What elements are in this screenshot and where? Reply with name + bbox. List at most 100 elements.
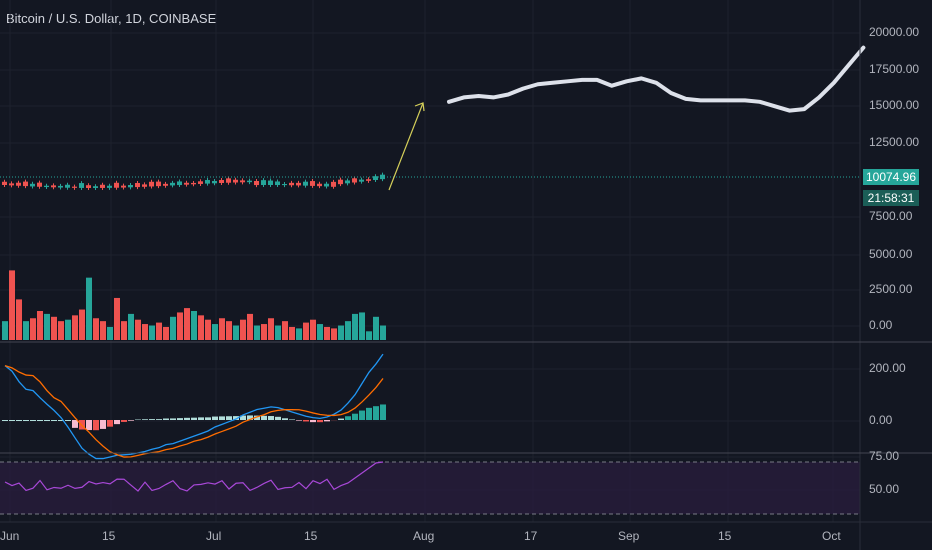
candle-body (275, 181, 280, 186)
volume-bar (16, 299, 22, 340)
candle-body (2, 181, 7, 185)
macd-histogram-bar (149, 419, 155, 420)
macd-histogram-bar (2, 420, 8, 421)
candle-body (219, 180, 224, 183)
time-label: Jun (0, 529, 19, 543)
volume-bar (142, 324, 148, 340)
candle-body (170, 182, 175, 186)
candle-body (149, 181, 154, 187)
candle-body (30, 183, 35, 187)
time-label: Jul (206, 529, 221, 543)
volume-bar (219, 318, 225, 340)
volume-bar (373, 316, 379, 340)
volume-bar (107, 326, 113, 340)
volume-histogram (2, 270, 386, 340)
macd-line (4, 353, 384, 460)
candle-body (247, 180, 252, 183)
macd-histogram-bar (72, 420, 78, 428)
volume-bar (86, 277, 92, 340)
macd-histogram-bar (240, 415, 246, 420)
candle-body (352, 178, 357, 183)
price-tick: 17500.00 (869, 62, 919, 76)
candle-body (324, 183, 329, 187)
time-label: 15 (304, 529, 318, 543)
candle-body (380, 174, 385, 180)
volume-bar (247, 313, 253, 340)
volume-bar (30, 318, 36, 340)
macd-histogram-bar (86, 420, 92, 431)
volume-bar (121, 321, 127, 340)
macd-tick: 200.00 (869, 361, 906, 375)
macd-histogram-bar (359, 410, 365, 420)
candle-body (93, 186, 98, 188)
candle-body (51, 185, 56, 188)
candle-body (331, 181, 336, 187)
volume-bar (205, 319, 211, 340)
candle-body (240, 180, 245, 183)
candle-body (289, 182, 294, 186)
candle-body (121, 185, 126, 188)
price-tick: 15000.00 (869, 98, 919, 112)
macd-histogram-bar (275, 416, 281, 420)
candle-body (156, 181, 161, 187)
projection-path (447, 45, 866, 113)
candle-body (317, 183, 322, 187)
volume-bar (149, 325, 155, 340)
candle-body (65, 184, 70, 188)
volume-bar (65, 319, 71, 340)
candle-body (107, 185, 112, 188)
macd-histogram-bar (303, 420, 309, 422)
candle-body (37, 182, 42, 187)
volume-bar (345, 321, 351, 340)
projection-drawing[interactable] (447, 45, 866, 113)
macd-histogram-bar (198, 417, 204, 420)
macd-histogram-bar (254, 415, 260, 420)
macd-histogram-bar (163, 418, 169, 420)
candle-body (366, 179, 371, 181)
macd-histogram-bar (317, 420, 323, 423)
macd-histogram-bar (268, 416, 274, 420)
macd-histogram-bar (191, 417, 197, 420)
candle-body (254, 181, 259, 186)
candle-body (142, 184, 147, 187)
time-label: Oct (822, 529, 841, 543)
macd-histogram-bar (114, 420, 120, 425)
candle-body (310, 181, 315, 186)
macd-histogram-bar (170, 418, 176, 420)
rsi-band (0, 462, 860, 514)
volume-bar (44, 313, 50, 340)
volume-bar (114, 297, 120, 340)
candle-body (72, 186, 77, 188)
candle-body (359, 179, 364, 182)
candle-body (163, 183, 168, 186)
macd-histogram-bar (373, 406, 379, 420)
candle-body (86, 185, 91, 188)
time-label: 17 (524, 529, 538, 543)
candle-body (128, 185, 133, 188)
volume-bar (170, 316, 176, 340)
candle-body (268, 180, 273, 186)
candle-body (212, 180, 217, 184)
macd-histogram-bar (121, 420, 127, 422)
volume-bar (163, 326, 169, 340)
last-price-badge: 10074.96 (863, 169, 919, 185)
candle-body (79, 183, 84, 188)
macd-histogram-bar (324, 420, 330, 422)
macd-histogram-bar (289, 419, 295, 420)
macd-histogram-bar (212, 416, 218, 420)
projection-arrow[interactable] (388, 102, 425, 191)
candle-body (338, 179, 343, 185)
candle-body (58, 185, 63, 188)
macd-histogram-bar (338, 418, 344, 420)
volume-bar (282, 321, 288, 340)
macd-histogram-bar (366, 407, 372, 420)
rsi-tick: 75.00 (869, 449, 899, 463)
macd-histogram-bar (142, 419, 148, 420)
candlestick-series[interactable] (2, 172, 385, 190)
volume-bar (359, 312, 365, 340)
candle-body (303, 181, 308, 186)
macd-histogram-bar (219, 416, 225, 420)
candle-body (345, 180, 350, 184)
candle-body (282, 184, 287, 186)
